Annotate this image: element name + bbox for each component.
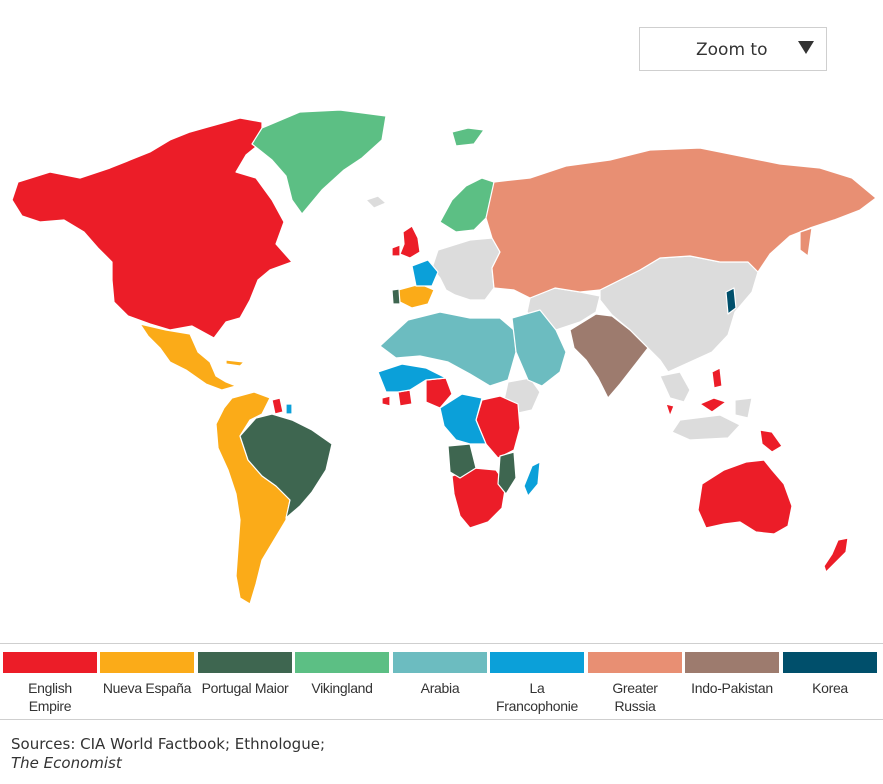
legend-swatch <box>783 652 877 673</box>
region-portugal-brazil[interactable] <box>239 413 333 519</box>
legend-swatch <box>685 652 779 673</box>
region-no-data-europe[interactable] <box>431 237 501 301</box>
legend-item-la-francophonie[interactable]: La Francophonie <box>490 652 584 715</box>
region-russia[interactable] <box>485 147 877 299</box>
legend-label-line1: Nueva España <box>102 680 192 696</box>
legend-label-line2: Empire <box>28 698 72 714</box>
region-franco-madagascar[interactable] <box>523 461 541 497</box>
legend-item-korea[interactable]: Korea <box>783 652 877 697</box>
region-english-uk[interactable] <box>391 225 421 259</box>
region-arabia-peninsula[interactable] <box>511 309 567 387</box>
legend-item-greater-russia[interactable]: Greater Russia <box>588 652 682 715</box>
region-korea[interactable] <box>725 287 737 315</box>
region-english-philippines[interactable] <box>665 367 727 417</box>
region-viking-scandinavia[interactable] <box>439 177 495 233</box>
legend-label-line1: English <box>28 680 72 696</box>
legend-item-portugal-maior[interactable]: Portugal Maior <box>198 652 292 697</box>
region-franco-guiana[interactable] <box>285 403 293 415</box>
legend-swatch <box>198 652 292 673</box>
legend-label-line2: Russia <box>614 698 656 714</box>
legend-item-arabia[interactable]: Arabia <box>393 652 487 697</box>
region-franco-west-africa[interactable] <box>377 363 447 393</box>
region-viking-greenland[interactable] <box>251 109 387 215</box>
legend: English Empire Nueva España Portugal Maio… <box>3 652 881 715</box>
region-english-north-america[interactable] <box>11 117 293 339</box>
legend-label-line1: La <box>529 680 545 696</box>
source-text: Sources: CIA World Factbook; Ethnologue; <box>11 735 325 753</box>
legend-label-line1: Portugal Maior <box>201 680 289 696</box>
legend-top-rule <box>0 643 883 644</box>
region-no-data-southeast-asia[interactable] <box>659 371 753 441</box>
region-portugal-portugal[interactable] <box>391 288 401 305</box>
region-espana-caribbean[interactable] <box>225 359 245 367</box>
region-english-guyana[interactable] <box>271 397 284 415</box>
legend-label-line1: Arabia <box>420 680 460 696</box>
region-english-southern-africa[interactable] <box>451 467 507 529</box>
region-no-data-iceland[interactable] <box>365 195 387 209</box>
legend-label-line1: Greater <box>612 680 658 696</box>
region-espana-mexico[interactable] <box>139 323 237 391</box>
legend-swatch <box>490 652 584 673</box>
region-russia-kamchatka[interactable] <box>799 227 813 257</box>
legend-label-line1: Indo-Pakistan <box>691 680 773 696</box>
source-publication: The Economist <box>11 754 122 772</box>
legend-item-vikingland[interactable]: Vikingland <box>295 652 389 697</box>
legend-label-line1: Vikingland <box>311 680 373 696</box>
region-english-new-zealand[interactable] <box>823 537 849 573</box>
legend-label-line2: Francophonie <box>495 698 578 714</box>
source-note: Sources: CIA World Factbook; Ethnologue;… <box>11 735 325 773</box>
region-indo-pakistan[interactable] <box>569 313 649 399</box>
zoom-to-dropdown[interactable]: Zoom to <box>639 27 827 71</box>
legend-item-english-empire[interactable]: English Empire <box>3 652 97 715</box>
world-map <box>11 109 877 605</box>
legend-swatch <box>100 652 194 673</box>
legend-item-indo-pakistan[interactable]: Indo-Pakistan <box>685 652 779 697</box>
legend-label-line1: Korea <box>812 680 848 696</box>
region-english-east-africa[interactable] <box>475 395 521 459</box>
region-franco-france[interactable] <box>411 259 439 287</box>
legend-swatch <box>393 652 487 673</box>
region-english-png[interactable] <box>759 429 783 453</box>
region-viking-svalbard[interactable] <box>451 127 485 147</box>
region-arabia-north-africa[interactable] <box>379 311 517 387</box>
zoom-to-label: Zoom to <box>696 40 768 60</box>
legend-swatch <box>588 652 682 673</box>
region-espana-south-america[interactable] <box>215 391 291 605</box>
region-portugal-angola[interactable] <box>447 443 477 479</box>
legend-item-nueva-espana[interactable]: Nueva España <box>100 652 194 697</box>
region-espana-spain[interactable] <box>397 283 435 309</box>
legend-swatch <box>3 652 97 673</box>
region-franco-central-africa[interactable] <box>439 393 487 445</box>
triangle-down-icon <box>798 41 814 54</box>
legend-bottom-rule <box>0 719 883 720</box>
legend-swatch <box>295 652 389 673</box>
region-english-australia[interactable] <box>697 459 793 535</box>
region-portugal-mozambique[interactable] <box>497 451 517 495</box>
